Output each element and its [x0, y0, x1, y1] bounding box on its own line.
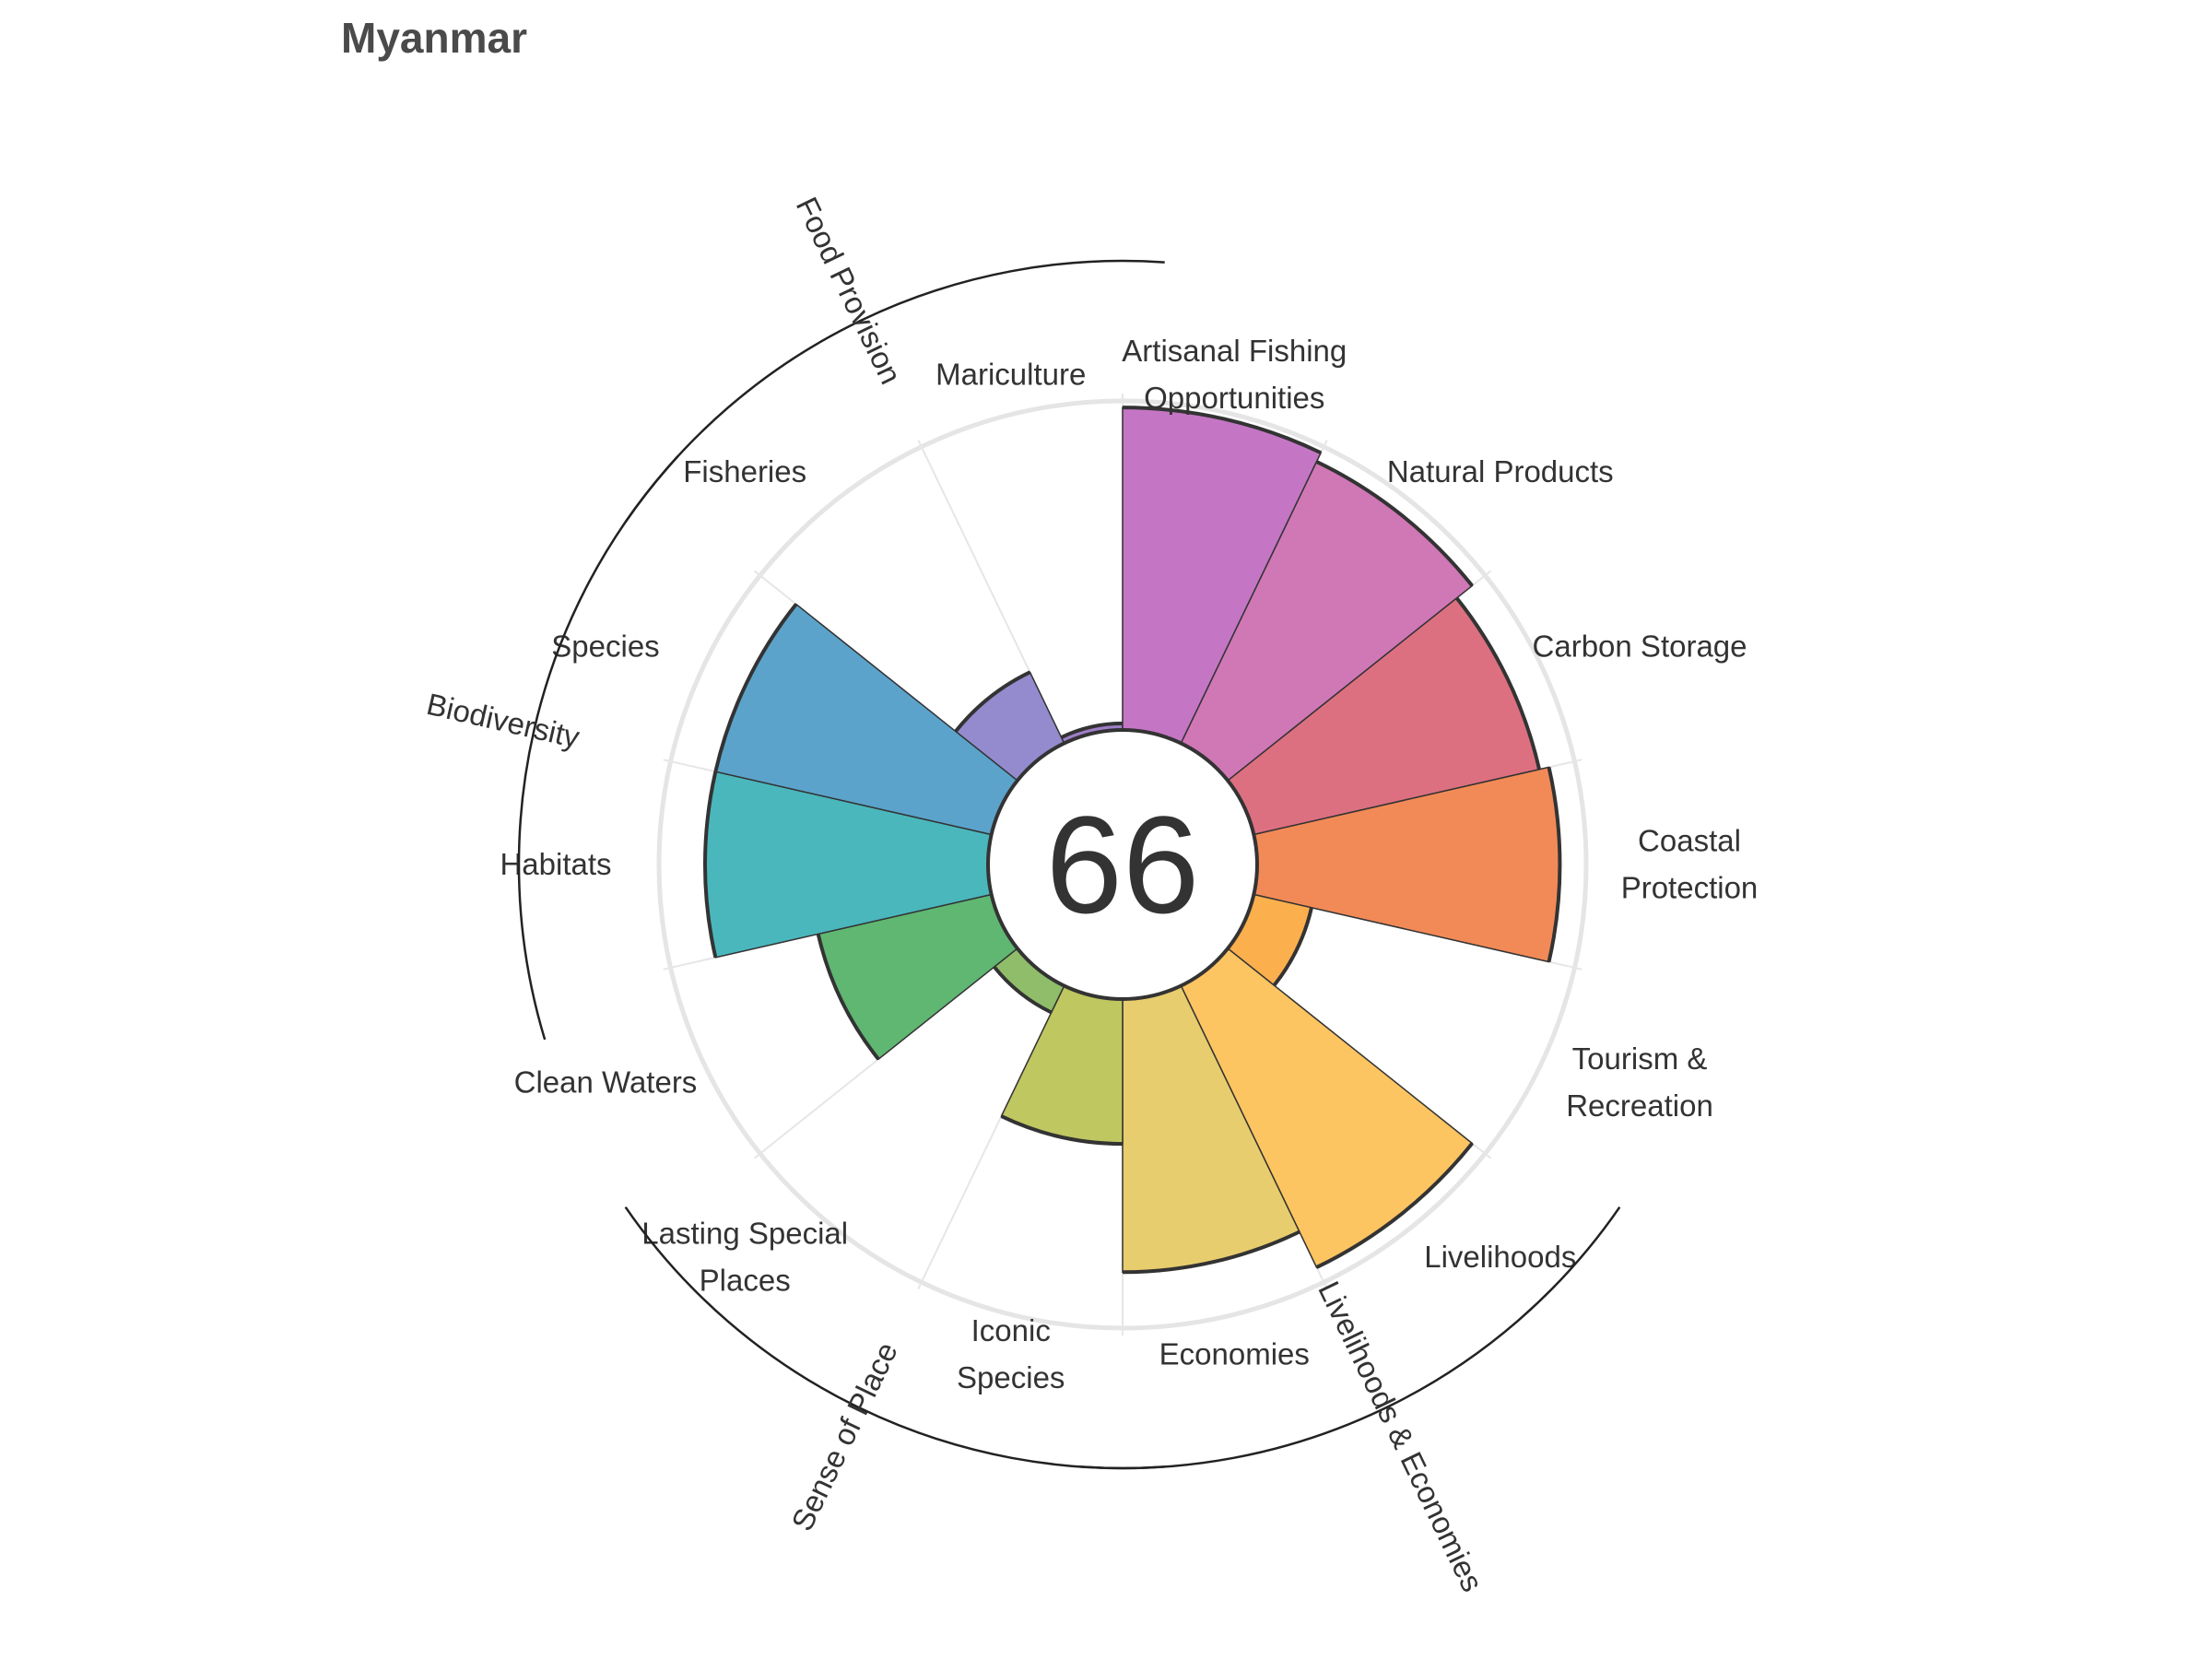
petal-edge-coastal_protection	[1547, 766, 1562, 963]
petal-label-fisheries: Fisheries	[683, 454, 806, 488]
petal-label-tourism: Tourism & Recreation	[1566, 1041, 1713, 1123]
group-label: Biodiversity	[424, 687, 583, 755]
petal-edge-lasting_special_places	[993, 965, 1053, 1015]
petal-label-livelihoods: Livelihoods	[1424, 1240, 1576, 1274]
petal-label-habitats: Habitats	[500, 847, 611, 881]
petal-edge-habitats	[702, 771, 718, 959]
petal-iconic_species	[1000, 984, 1124, 1145]
petal-edge-livelihoods	[1315, 1142, 1474, 1269]
petal-edge-mariculture	[1060, 721, 1124, 739]
group-arc	[517, 455, 679, 1041]
center-score: 66	[1046, 787, 1200, 942]
group-label: Livelihoods & Economies	[1312, 1276, 1489, 1596]
petal-edge-species	[713, 603, 798, 772]
petal-label-lasting_special_places: Lasting Special Places	[641, 1217, 848, 1298]
petal-edge-carbon_storage	[1454, 596, 1542, 771]
petal-label-coastal_protection: Coastal Protection	[1621, 824, 1759, 905]
petal-edge-economies	[1122, 1230, 1300, 1275]
petal-edge-tourism	[1272, 907, 1313, 987]
petal-label-iconic_species: Iconic Species	[957, 1313, 1065, 1394]
group-arc	[1080, 1206, 1621, 1470]
center-circle	[986, 728, 1259, 1001]
group-arc	[624, 1206, 1165, 1470]
petal-label-mariculture: Mariculture	[935, 358, 1086, 392]
petal-label-economies: Economies	[1159, 1336, 1310, 1371]
petal-label-clean_waters: Clean Waters	[514, 1065, 698, 1099]
petals-layer	[702, 406, 1562, 1275]
group-arc	[624, 259, 1165, 524]
petal-labels-layer: Fisheries Mariculture Artisanal Fishing Opp…	[500, 334, 1758, 1394]
petal-label-carbon_storage: Carbon Storage	[1533, 629, 1747, 664]
group-label: Sense of Place	[784, 1336, 904, 1535]
petal-edge-fisheries	[954, 670, 1031, 733]
chart-title: Myanmar	[341, 14, 527, 62]
petal-label-natural_products: Natural Products	[1387, 454, 1614, 488]
petal-label-artisanal: Artisanal Fishing Opportunities	[1122, 334, 1347, 415]
petal-label-species: Species	[551, 629, 659, 664]
petal-edge-artisanal	[1122, 406, 1323, 455]
group-label: Food Provision	[790, 192, 909, 389]
petal-edge-iconic_species	[1000, 1114, 1124, 1147]
petal-edge-clean_waters	[816, 933, 880, 1061]
petal-edge-natural_products	[1315, 460, 1474, 587]
